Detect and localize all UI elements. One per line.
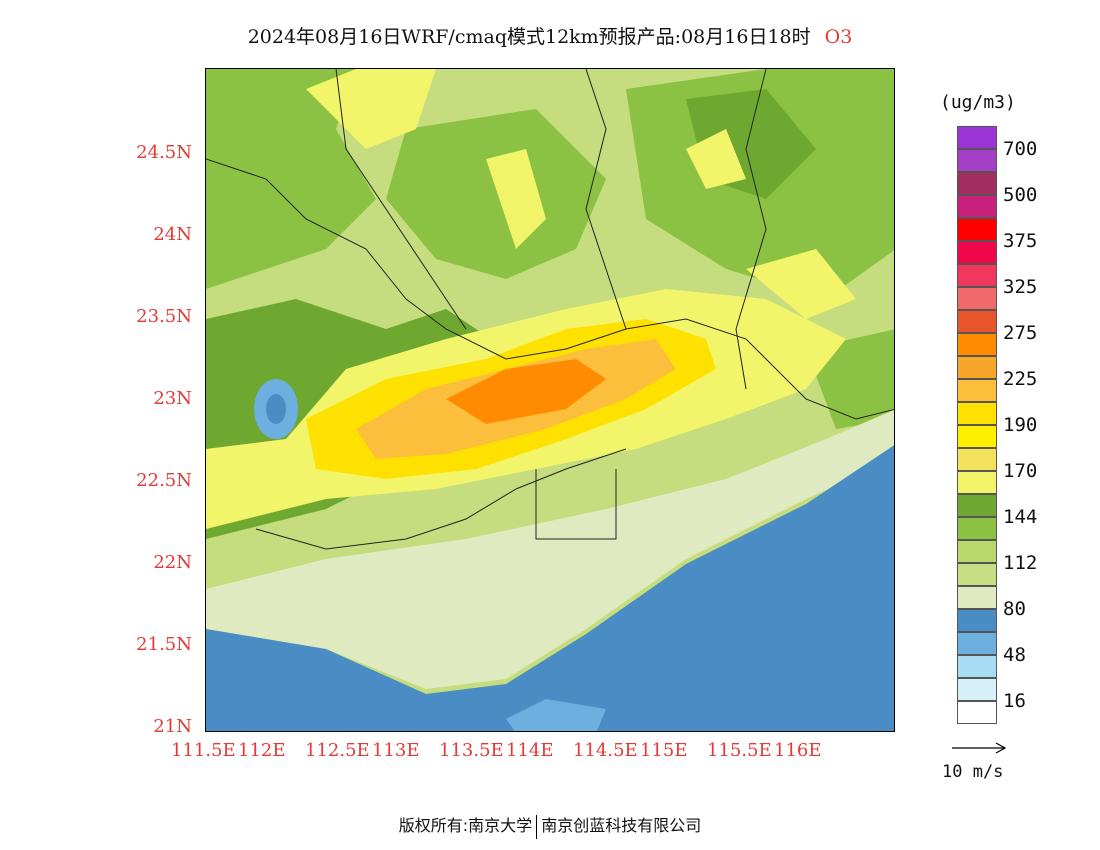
- field-patch: [686, 129, 746, 189]
- footer-right: 南京创蓝科技有限公司: [541, 816, 702, 835]
- colorbar-swatch: [957, 310, 997, 333]
- colorbar-swatch: [957, 356, 997, 379]
- field-patch: [206, 409, 894, 689]
- colorbar-swatch: [957, 172, 997, 195]
- longitude-label: 114.5E: [573, 740, 638, 761]
- colorbar-label: 112: [1003, 552, 1038, 574]
- colorbar-label: 170: [1003, 460, 1038, 482]
- colorbar-label: 325: [1003, 276, 1038, 298]
- field-patch: [746, 249, 856, 319]
- concentration-map: [205, 68, 895, 732]
- latitude-label: 22.5N: [136, 470, 192, 491]
- colorbar-swatch: [957, 218, 997, 241]
- footer-separator: [536, 814, 538, 839]
- colorbar-unit: (ug/m3): [940, 92, 1016, 113]
- copyright-footer: 版权所有:南京大学 南京创蓝科技有限公司: [0, 812, 1100, 839]
- colorbar-label: 500: [1003, 184, 1038, 206]
- colorbar-swatch: [957, 287, 997, 310]
- map-canvas: [206, 69, 894, 731]
- latitude-label: 21N: [153, 716, 192, 737]
- field-patch: [386, 109, 606, 279]
- latitude-label: 24N: [153, 224, 192, 245]
- colorbar-label: 275: [1003, 322, 1038, 344]
- longitude-label: 115E: [640, 740, 688, 761]
- colorbar-label: 16: [1003, 690, 1026, 712]
- colorbar-label: 48: [1003, 644, 1026, 666]
- colorbar-label: 80: [1003, 598, 1026, 620]
- colorbar-swatch: [957, 241, 997, 264]
- latitude-label: 23N: [153, 388, 192, 409]
- colorbar-swatch: [957, 425, 997, 448]
- boundary-lines: [206, 69, 894, 550]
- longitude-label: 116E: [774, 740, 822, 761]
- colorbar-label: 144: [1003, 506, 1038, 528]
- colorbar-swatch: [957, 563, 997, 586]
- longitude-label: 114E: [506, 740, 554, 761]
- sea-field: [206, 445, 894, 731]
- map-title: 2024年08月16日WRF/cmaq模式12km预报产品:08月16日18时 O…: [0, 22, 1100, 49]
- colorbar-label: 190: [1003, 414, 1038, 436]
- longitude-label: 113.5E: [439, 740, 504, 761]
- longitude-label: 115.5E: [707, 740, 772, 761]
- field-patch: [206, 69, 376, 289]
- colorbar-swatch: [957, 264, 997, 287]
- latitude-label: 23.5N: [136, 306, 192, 327]
- colorbar-swatch: [957, 678, 997, 701]
- colorbar-swatch: [957, 448, 997, 471]
- colorbar-label: 225: [1003, 368, 1038, 390]
- colorbar-swatch: [957, 402, 997, 425]
- colorbar-swatch: [957, 379, 997, 402]
- colorbar-swatch: [957, 149, 997, 172]
- latitude-label: 22N: [153, 552, 192, 573]
- colorbar-swatch: [957, 195, 997, 218]
- colorbar-swatch: [957, 126, 997, 149]
- colorbar-swatch: [957, 333, 997, 356]
- wind-reference-arrow-icon: [952, 742, 1007, 754]
- colorbar-swatch: [957, 632, 997, 655]
- colorbar-swatch: [957, 586, 997, 609]
- colorbar-swatch: [957, 517, 997, 540]
- field-patch: [506, 699, 606, 731]
- pollutant-label: O3: [824, 26, 853, 48]
- title-text: 2024年08月16日WRF/cmaq模式12km预报产品:08月16日18时: [247, 26, 811, 48]
- longitude-label: 113E: [372, 740, 420, 761]
- latitude-label: 21.5N: [136, 634, 192, 655]
- colorbar-swatch: [957, 471, 997, 494]
- colorbar-swatch: [957, 655, 997, 678]
- colorbar-swatch: [957, 609, 997, 632]
- colorbar-label: 375: [1003, 230, 1038, 252]
- latitude-label: 24.5N: [136, 142, 192, 163]
- colorbar-swatch: [957, 494, 997, 517]
- longitude-label: 112E: [238, 740, 286, 761]
- field-patch: [266, 394, 286, 424]
- colorbar-label: 700: [1003, 138, 1038, 160]
- field-patch: [486, 149, 546, 249]
- colorbar-swatch: [957, 540, 997, 563]
- colorbar-swatch: [957, 701, 997, 724]
- footer-left: 版权所有:南京大学: [398, 816, 533, 835]
- field-patch: [446, 359, 606, 424]
- wind-reference-label: 10 m/s: [942, 762, 1004, 782]
- longitude-label: 111.5E: [171, 740, 236, 761]
- longitude-label: 112.5E: [305, 740, 370, 761]
